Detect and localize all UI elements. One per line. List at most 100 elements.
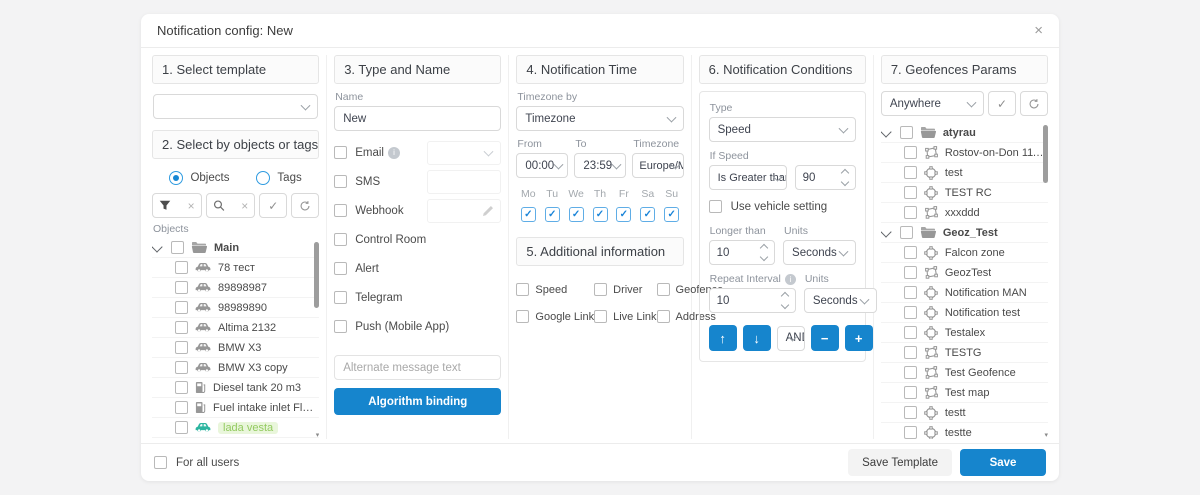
tree-row-folder[interactable]: atyrau bbox=[880, 123, 1049, 143]
to-select[interactable]: 23:59 bbox=[574, 153, 627, 178]
tree-row[interactable]: test bbox=[880, 163, 1049, 183]
checkbox[interactable] bbox=[594, 283, 608, 296]
checkbox[interactable] bbox=[175, 321, 188, 334]
tree-row[interactable]: 89898987 bbox=[152, 278, 320, 298]
checkbox[interactable] bbox=[903, 166, 917, 179]
day-checkbox-checked[interactable]: ✓ bbox=[520, 207, 536, 222]
algorithm-binding-button[interactable]: Algorithm binding bbox=[334, 388, 502, 415]
tree-row[interactable]: Falcon zone bbox=[880, 243, 1049, 263]
apply-geofences-button[interactable]: ✓ bbox=[988, 91, 1017, 116]
email-recipients-select[interactable] bbox=[427, 140, 502, 165]
checkbox[interactable] bbox=[903, 326, 917, 339]
tree-row[interactable]: 78 тест bbox=[152, 258, 320, 278]
checkbox[interactable] bbox=[334, 233, 348, 246]
checkbox[interactable] bbox=[903, 186, 917, 199]
tree-row[interactable]: testt bbox=[880, 403, 1049, 423]
checkbox[interactable] bbox=[334, 175, 348, 188]
apply-selection-button[interactable]: ✓ bbox=[259, 193, 288, 218]
refresh-geofences-button[interactable] bbox=[1020, 91, 1049, 116]
sms-recipients-input[interactable] bbox=[427, 169, 502, 194]
tree-row[interactable]: Notification test bbox=[880, 303, 1049, 323]
checkbox[interactable] bbox=[175, 421, 188, 434]
day-checkbox-checked[interactable]: ✓ bbox=[568, 207, 584, 222]
operator-select[interactable]: Is Greater than bbox=[708, 165, 787, 190]
add-condition-button[interactable]: + bbox=[844, 325, 873, 351]
checkbox[interactable] bbox=[903, 366, 917, 379]
checkbox[interactable] bbox=[903, 406, 917, 419]
alternate-message-input[interactable] bbox=[334, 355, 502, 380]
tree-row[interactable]: Rostov-on-Don 11111 bbox=[880, 143, 1049, 163]
move-down-button[interactable]: ↓ bbox=[742, 325, 771, 351]
tree-row[interactable]: Diesel tank 20 m3 bbox=[152, 378, 320, 398]
day-checkbox-checked[interactable]: ✓ bbox=[640, 207, 656, 222]
checkbox[interactable] bbox=[154, 456, 167, 469]
name-input[interactable] bbox=[334, 106, 502, 131]
stepper-icon[interactable] bbox=[840, 168, 850, 187]
filter-input[interactable]: × bbox=[152, 193, 202, 218]
scroll-down-arrow-icon[interactable]: ▾ bbox=[315, 432, 320, 439]
checkbox[interactable] bbox=[516, 310, 530, 323]
tree-row[interactable]: Notification MAN bbox=[880, 283, 1049, 303]
speed-value-input[interactable]: 90 bbox=[794, 165, 856, 190]
tree-row[interactable]: 98989890 bbox=[152, 298, 320, 318]
checkbox[interactable] bbox=[903, 146, 917, 159]
checkbox[interactable] bbox=[903, 206, 917, 219]
checkbox[interactable] bbox=[175, 261, 188, 274]
checkbox[interactable] bbox=[903, 306, 917, 319]
refresh-objects-button[interactable] bbox=[291, 193, 320, 218]
webhook-url-input[interactable] bbox=[427, 198, 502, 223]
checkbox[interactable] bbox=[175, 381, 188, 394]
radio-tags[interactable]: Tags bbox=[256, 171, 302, 185]
chevron-down-icon[interactable] bbox=[880, 225, 892, 238]
stepper-icon[interactable] bbox=[780, 291, 790, 310]
chevron-down-icon[interactable] bbox=[880, 125, 892, 138]
checkbox[interactable] bbox=[175, 401, 188, 414]
scrollbar-thumb[interactable] bbox=[1043, 125, 1049, 183]
search-input[interactable]: × bbox=[205, 193, 256, 218]
geofence-scope-select[interactable]: Anywhere bbox=[880, 91, 985, 116]
checkbox[interactable] bbox=[656, 283, 670, 296]
condition-type-select[interactable]: Speed bbox=[708, 117, 856, 142]
clear-filter-icon[interactable]: × bbox=[187, 198, 195, 213]
tree-row[interactable]: GeozTest bbox=[880, 263, 1049, 283]
from-select[interactable]: 00:00 bbox=[516, 153, 569, 178]
tree-row[interactable]: Test Geofence bbox=[880, 363, 1049, 383]
tree-row[interactable]: Test map bbox=[880, 383, 1049, 403]
repeat-units-select[interactable]: Seconds bbox=[803, 288, 877, 313]
remove-condition-button[interactable]: − bbox=[810, 325, 839, 351]
tree-row[interactable]: Altima 2132 bbox=[152, 318, 320, 338]
scrollbar-thumb[interactable] bbox=[314, 242, 320, 308]
checkbox[interactable] bbox=[334, 262, 348, 275]
checkbox[interactable] bbox=[175, 301, 188, 314]
tree-row[interactable]: lada vesta bbox=[152, 418, 320, 438]
tree-row[interactable]: Fuel intake inlet Flow meter bbox=[152, 398, 320, 418]
stepper-icon[interactable] bbox=[759, 243, 769, 262]
timezone-by-select[interactable]: Timezone bbox=[516, 106, 684, 131]
checkbox[interactable] bbox=[656, 310, 670, 323]
day-checkbox-checked[interactable]: ✓ bbox=[544, 207, 560, 222]
clear-search-icon[interactable]: × bbox=[241, 198, 249, 213]
checkbox[interactable] bbox=[516, 283, 530, 296]
checkbox[interactable] bbox=[334, 320, 348, 333]
scroll-down-arrow-icon[interactable]: ▾ bbox=[1044, 432, 1049, 439]
tree-row[interactable]: testte bbox=[881, 423, 1048, 439]
checkbox[interactable] bbox=[708, 200, 722, 213]
day-checkbox-checked[interactable]: ✓ bbox=[664, 207, 680, 222]
radio-objects[interactable]: Objects bbox=[169, 171, 229, 185]
repeat-interval-input[interactable]: 10 bbox=[708, 288, 796, 313]
close-icon[interactable]: × bbox=[1034, 22, 1043, 39]
checkbox[interactable] bbox=[594, 310, 608, 323]
save-template-button[interactable]: Save Template bbox=[848, 449, 952, 476]
checkbox[interactable] bbox=[175, 361, 188, 374]
longer-than-input[interactable]: 10 bbox=[708, 240, 776, 265]
checkbox[interactable] bbox=[903, 286, 917, 299]
tree-row-folder[interactable]: Geoz_Test bbox=[880, 223, 1049, 243]
timezone-select[interactable]: Europe/Moscow bbox=[632, 153, 684, 178]
save-button[interactable]: Save bbox=[960, 449, 1046, 476]
tree-row[interactable]: TESTG bbox=[880, 343, 1049, 363]
checkbox[interactable] bbox=[175, 341, 188, 354]
template-select[interactable] bbox=[153, 94, 319, 119]
logic-operator-select[interactable]: AND bbox=[776, 325, 805, 351]
tree-row[interactable]: BMW X3 copy bbox=[152, 358, 320, 378]
tree-row[interactable]: xxxddd bbox=[880, 203, 1049, 223]
